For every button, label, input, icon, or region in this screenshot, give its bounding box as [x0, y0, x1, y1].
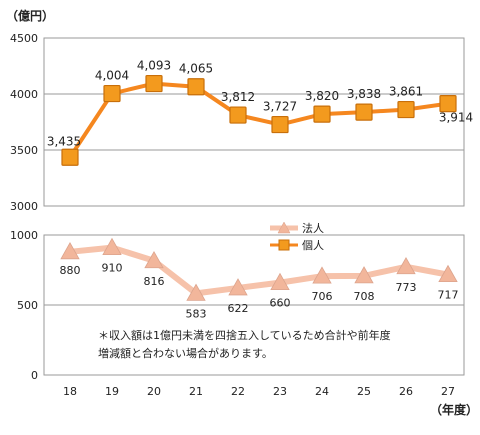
y-tick-label: 0	[31, 369, 38, 382]
legend-individual-square-icon	[278, 239, 290, 251]
individual-data-point	[271, 115, 289, 134]
y-tick-label: 3000	[10, 200, 38, 213]
corporate-data-point	[228, 278, 248, 296]
individual-data-point	[145, 74, 163, 93]
legend-corporate-label: 法人	[302, 221, 324, 235]
individual-plot-frame	[43, 37, 465, 207]
x-tick-label: 26	[399, 385, 413, 398]
individual-data-label: 3,820	[305, 89, 339, 103]
corporate-data-point	[60, 241, 80, 260]
corporate-data-label: 816	[144, 275, 165, 288]
individual-data-label: 4,004	[95, 69, 129, 83]
y-tick-label: 1000	[10, 229, 38, 242]
individual-data-label: 3,861	[389, 85, 423, 99]
y-tick-label: 4000	[10, 88, 38, 101]
corporate-data-point	[186, 283, 206, 301]
x-tick-label: 18	[63, 385, 77, 398]
individual-panel: 3000 3500 4000 4500 3,435 4,004 4,093 4,065 3,8…	[10, 32, 473, 213]
y-tick-label: 3500	[10, 144, 38, 157]
legend-individual-label: 個人	[302, 239, 324, 252]
individual-data-point	[61, 148, 79, 166]
individual-data-label: 3,914	[439, 111, 473, 125]
x-axis-unit: （年度）	[430, 402, 478, 417]
corporate-data-point	[396, 256, 416, 275]
y-tick-label: 4500	[10, 32, 38, 45]
corporate-data-label: 583	[186, 307, 207, 320]
x-tick-label: 21	[189, 385, 203, 398]
individual-data-point	[103, 84, 121, 103]
legend: 法人 個人	[270, 221, 324, 252]
individual-data-point	[397, 100, 415, 119]
corporate-data-label: 910	[102, 262, 123, 275]
individual-data-label: 3,727	[263, 100, 297, 114]
footnote-line-2: 増減額と合わない場合があります。	[98, 346, 273, 360]
footnote-line-1: ＊収入額は1億円未満を四捨五入しているため合計や前年度	[98, 328, 391, 342]
individual-data-label: 4,065	[179, 62, 213, 76]
y-axis-unit: （億円）	[6, 8, 54, 23]
corporate-data-point	[102, 237, 122, 256]
individual-data-label: 3,435	[47, 134, 81, 148]
individual-data-point	[229, 106, 247, 124]
individual-data-point	[313, 105, 331, 123]
x-tick-label: 27	[441, 385, 455, 398]
x-tick-label: 25	[357, 385, 371, 398]
individual-series-line	[68, 81, 449, 159]
x-tick-label: 19	[105, 385, 119, 398]
individual-data-point	[439, 95, 457, 113]
corporate-series-line	[69, 244, 449, 297]
corporate-data-label: 706	[312, 290, 333, 303]
footnote: ＊収入額は1億円未満を四捨五入しているため合計や前年度 増減額と合わない場合があ…	[98, 328, 391, 360]
y-tick-label: 500	[17, 299, 38, 312]
x-tick-label: 20	[147, 385, 161, 398]
corporate-data-label: 622	[228, 302, 249, 315]
corporate-data-label: 880	[60, 264, 81, 277]
corporate-data-point	[144, 250, 164, 269]
corporate-data-label: 660	[270, 297, 291, 310]
legend-corporate-triangle-icon	[277, 221, 291, 234]
x-tick-label: 22	[231, 385, 245, 398]
individual-data-point	[355, 103, 373, 121]
individual-data-label: 4,093	[137, 59, 171, 73]
individual-data-label: 3,812	[221, 90, 255, 104]
individual-data-label: 3,838	[347, 87, 381, 101]
corporate-panel: 0 500 1000 880 910 816 583 622 660 706 708 773 717	[10, 229, 465, 382]
corporate-data-point	[438, 264, 458, 283]
corporate-data-label: 717	[438, 289, 459, 302]
x-tick-label: 23	[273, 385, 287, 398]
corporate-data-label: 773	[396, 281, 417, 294]
x-tick-label: 24	[315, 385, 329, 398]
corporate-data-point	[270, 272, 290, 291]
corporate-data-point	[312, 266, 332, 284]
corporate-data-point	[354, 266, 374, 284]
individual-data-point	[187, 78, 205, 96]
corporate-data-label: 708	[354, 290, 375, 303]
